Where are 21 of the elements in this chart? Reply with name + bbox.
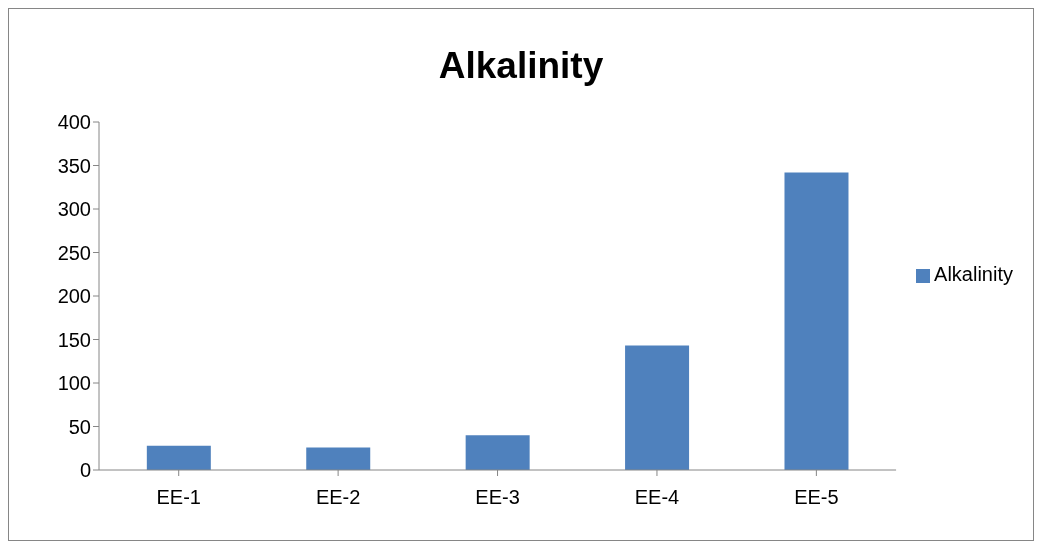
y-tick-label: 50 <box>68 415 91 438</box>
bar <box>784 172 849 470</box>
y-tick-label: 150 <box>57 328 91 351</box>
y-tick-label: 250 <box>57 241 91 264</box>
y-tick-label: 100 <box>57 372 91 395</box>
y-tick-label: 300 <box>57 198 91 221</box>
legend-label: Alkalinity <box>934 263 1013 285</box>
x-tick-label: EE-5 <box>794 486 839 509</box>
y-tick-label: 400 <box>57 111 91 134</box>
x-tick-label: EE-3 <box>475 486 520 509</box>
x-tick-label: EE-2 <box>315 486 361 509</box>
bar <box>146 445 211 470</box>
x-tick-label: EE-4 <box>634 486 680 509</box>
bar <box>306 447 371 470</box>
bar <box>625 345 690 470</box>
y-tick-label: 200 <box>57 285 91 308</box>
x-tick-label: EE-1 <box>156 486 201 509</box>
chart-title: Alkalinity <box>437 45 605 87</box>
y-tick-label: 0 <box>79 459 91 482</box>
bar <box>465 435 530 470</box>
y-tick-label: 350 <box>57 154 91 177</box>
